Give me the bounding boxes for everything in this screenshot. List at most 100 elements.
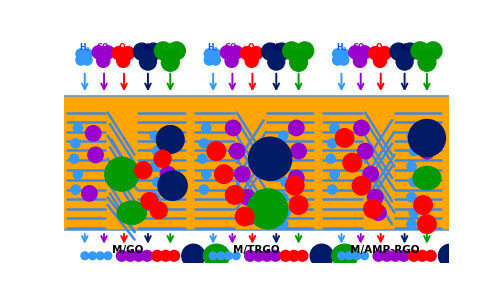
Circle shape xyxy=(226,186,244,204)
Circle shape xyxy=(232,252,240,260)
Circle shape xyxy=(248,189,288,229)
Circle shape xyxy=(358,143,373,159)
Circle shape xyxy=(360,252,368,260)
Circle shape xyxy=(112,47,125,60)
Circle shape xyxy=(202,170,211,179)
Circle shape xyxy=(224,252,232,260)
Circle shape xyxy=(278,219,288,229)
Circle shape xyxy=(70,154,78,163)
Circle shape xyxy=(297,250,308,261)
Circle shape xyxy=(152,177,162,186)
Circle shape xyxy=(82,186,97,201)
Circle shape xyxy=(310,244,333,267)
Circle shape xyxy=(81,252,88,260)
Circle shape xyxy=(326,154,336,163)
Circle shape xyxy=(296,42,314,60)
Circle shape xyxy=(353,252,360,260)
Circle shape xyxy=(280,250,291,261)
Circle shape xyxy=(156,126,184,153)
Circle shape xyxy=(270,250,281,261)
Circle shape xyxy=(417,170,432,186)
Circle shape xyxy=(92,46,105,59)
Circle shape xyxy=(152,250,162,261)
Circle shape xyxy=(236,207,254,226)
Circle shape xyxy=(162,53,179,71)
Circle shape xyxy=(408,119,446,156)
Circle shape xyxy=(253,250,264,261)
Circle shape xyxy=(363,166,378,182)
Circle shape xyxy=(104,252,112,260)
Circle shape xyxy=(409,146,418,156)
Circle shape xyxy=(390,250,401,261)
Circle shape xyxy=(76,55,86,65)
Circle shape xyxy=(278,162,288,171)
Circle shape xyxy=(281,208,290,217)
Circle shape xyxy=(240,190,254,205)
Circle shape xyxy=(225,54,238,67)
Circle shape xyxy=(145,43,162,60)
Circle shape xyxy=(154,42,172,60)
Circle shape xyxy=(364,199,382,218)
Circle shape xyxy=(414,196,432,214)
Circle shape xyxy=(358,46,371,59)
Circle shape xyxy=(330,123,339,132)
Circle shape xyxy=(346,252,353,260)
Circle shape xyxy=(382,250,392,261)
Circle shape xyxy=(134,43,150,60)
Circle shape xyxy=(268,53,284,70)
Circle shape xyxy=(278,131,288,140)
Circle shape xyxy=(408,250,419,261)
Circle shape xyxy=(102,46,114,59)
Circle shape xyxy=(200,185,208,194)
Circle shape xyxy=(71,185,80,194)
Circle shape xyxy=(330,170,339,179)
Circle shape xyxy=(370,205,386,220)
Circle shape xyxy=(154,150,171,167)
Circle shape xyxy=(407,193,416,202)
Circle shape xyxy=(168,250,179,261)
Circle shape xyxy=(240,47,254,60)
Circle shape xyxy=(368,190,383,205)
Circle shape xyxy=(373,250,384,261)
Text: CO$_2$: CO$_2$ xyxy=(224,42,241,54)
Circle shape xyxy=(328,139,337,148)
Circle shape xyxy=(288,170,304,186)
Circle shape xyxy=(245,54,258,67)
Circle shape xyxy=(262,43,278,60)
Circle shape xyxy=(286,176,304,195)
Circle shape xyxy=(328,185,337,194)
Circle shape xyxy=(244,250,256,261)
Circle shape xyxy=(248,137,292,180)
Circle shape xyxy=(152,146,162,156)
Circle shape xyxy=(411,42,429,60)
Text: CH$_4$: CH$_4$ xyxy=(290,42,307,54)
Text: M/GO: M/GO xyxy=(112,245,144,255)
Text: CO$_2$: CO$_2$ xyxy=(352,42,369,54)
Circle shape xyxy=(117,54,130,67)
Text: M/TRGO: M/TRGO xyxy=(233,245,280,255)
Circle shape xyxy=(374,54,386,67)
Circle shape xyxy=(418,215,436,233)
Circle shape xyxy=(73,170,83,179)
Circle shape xyxy=(162,126,178,141)
Circle shape xyxy=(210,252,217,260)
Circle shape xyxy=(88,147,104,163)
Circle shape xyxy=(150,131,160,140)
Circle shape xyxy=(217,252,224,260)
Circle shape xyxy=(352,176,370,195)
Text: CO$_2$: CO$_2$ xyxy=(96,42,112,54)
Circle shape xyxy=(207,142,226,160)
Circle shape xyxy=(332,49,342,59)
Circle shape xyxy=(105,157,138,191)
Circle shape xyxy=(214,165,233,183)
Ellipse shape xyxy=(332,244,358,267)
Circle shape xyxy=(204,49,214,59)
Text: H$_2$: H$_2$ xyxy=(336,42,347,54)
Text: M/AMP-RGO: M/AMP-RGO xyxy=(350,245,420,255)
Circle shape xyxy=(419,143,434,159)
Circle shape xyxy=(250,47,263,60)
Circle shape xyxy=(343,153,361,172)
Circle shape xyxy=(336,129,354,147)
Circle shape xyxy=(424,42,442,60)
Circle shape xyxy=(142,250,152,261)
